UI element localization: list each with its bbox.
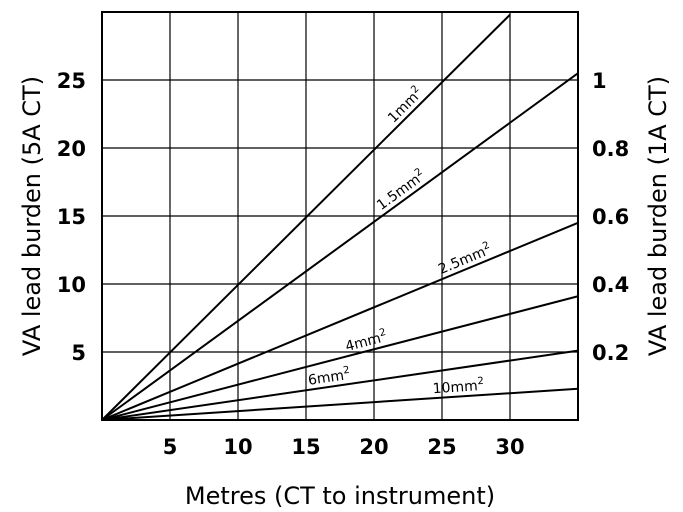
- x-tick-label: 30: [495, 435, 524, 459]
- series-label: 6mm2: [307, 365, 352, 389]
- series-line-1mm: [101, 14, 511, 421]
- y-tick-label-right: 1: [592, 69, 607, 93]
- y-axis-title-left: VA lead burden (5A CT): [18, 76, 46, 356]
- y-tick-label-right: 0.6: [592, 205, 629, 229]
- y-tick-label-left: 20: [57, 137, 86, 161]
- series-line-10mm: [101, 387, 579, 421]
- y-tick-label-right: 0.4: [592, 273, 629, 297]
- series-label-name: 10mm: [432, 378, 478, 397]
- y-tick-label-left: 25: [57, 69, 86, 93]
- y-tick-label-left: 5: [71, 341, 86, 365]
- series-lines: [101, 14, 579, 421]
- series-label-name: 1.5mm: [374, 172, 423, 214]
- series-label-superscript: 2: [378, 327, 387, 339]
- y-tick-label-left: 10: [57, 273, 86, 297]
- series-label-superscript: 2: [413, 166, 425, 179]
- x-tick-label: 15: [291, 435, 320, 459]
- series-label-name: 2.5mm: [436, 244, 488, 278]
- plot-frame: [101, 11, 579, 421]
- x-tick-label: 5: [163, 435, 178, 459]
- y-tick-label-right: 0.2: [592, 341, 629, 365]
- series-label: 1.5mm2: [373, 166, 429, 213]
- x-tick-label: 20: [359, 435, 388, 459]
- y-tick-label-left: 15: [57, 205, 86, 229]
- series-label: 2.5mm2: [435, 240, 494, 278]
- series-label: 10mm2: [432, 376, 485, 397]
- y-axis-title-right: VA lead burden (1A CT): [644, 76, 672, 356]
- x-tick-label: 25: [427, 435, 456, 459]
- series-line-2-5mm: [101, 221, 579, 421]
- series-label-superscript: 2: [481, 240, 491, 253]
- series-line-4mm: [101, 295, 579, 421]
- series-line-6mm: [101, 349, 579, 421]
- series-label-name: 6mm: [307, 368, 345, 389]
- x-tick-label: 10: [223, 435, 252, 459]
- series-line-1-5mm: [101, 72, 579, 421]
- x-axis-title: Metres (CT to instrument): [185, 482, 495, 510]
- y-tick-label-right: 0.8: [592, 137, 629, 161]
- series-label-superscript: 2: [342, 365, 350, 377]
- tick-labels: 5 10 15 20 25 30 5 10 15 20 25 0.2 0.4 0.6 0.8 1: [57, 69, 629, 459]
- series-label-superscript: 2: [477, 376, 484, 387]
- grid: [101, 11, 579, 421]
